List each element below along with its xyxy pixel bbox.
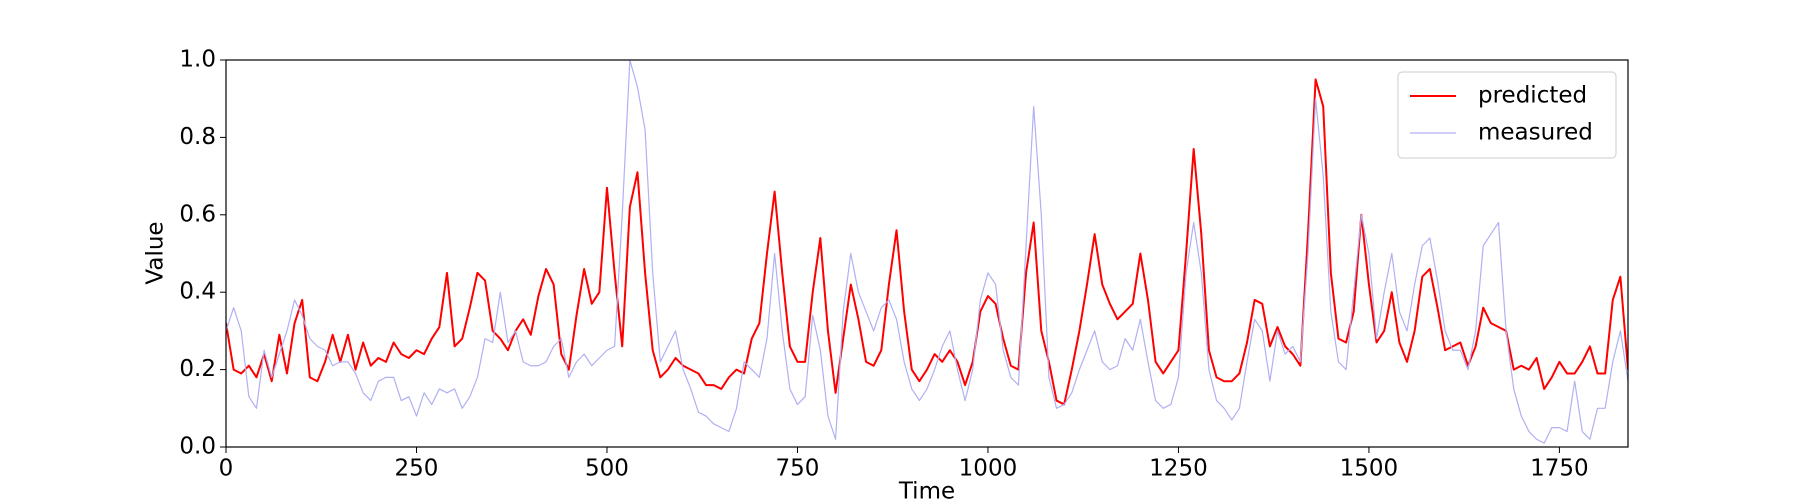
y-axis-label: Value [143,221,169,284]
x-tick-label: 1500 [1340,456,1399,482]
x-tick-label: 500 [585,456,629,482]
x-axis-label: Time [898,479,955,500]
x-tick-label: 1000 [959,456,1018,482]
plot-frame [225,59,1629,448]
legend-label: measured [1478,120,1593,146]
x-tick-label: 1250 [1149,456,1208,482]
y-tick-label: 0.6 [179,201,216,227]
series-line [226,60,1628,444]
y-tick-label: 0.2 [179,356,216,382]
x-tick-label: 0 [219,456,234,482]
x-tick-label: 750 [776,456,820,482]
y-tick-label: 0.8 [179,124,216,150]
y-tick-label: 0.4 [179,279,216,305]
legend-box [1397,71,1617,159]
x-tick-label: 250 [395,456,439,482]
y-tick-label: 0.0 [179,434,216,460]
y-tick-label: 1.0 [179,47,216,73]
legend-label: predicted [1478,83,1587,109]
x-tick-label: 1750 [1530,456,1589,482]
series-line [226,78,1628,406]
